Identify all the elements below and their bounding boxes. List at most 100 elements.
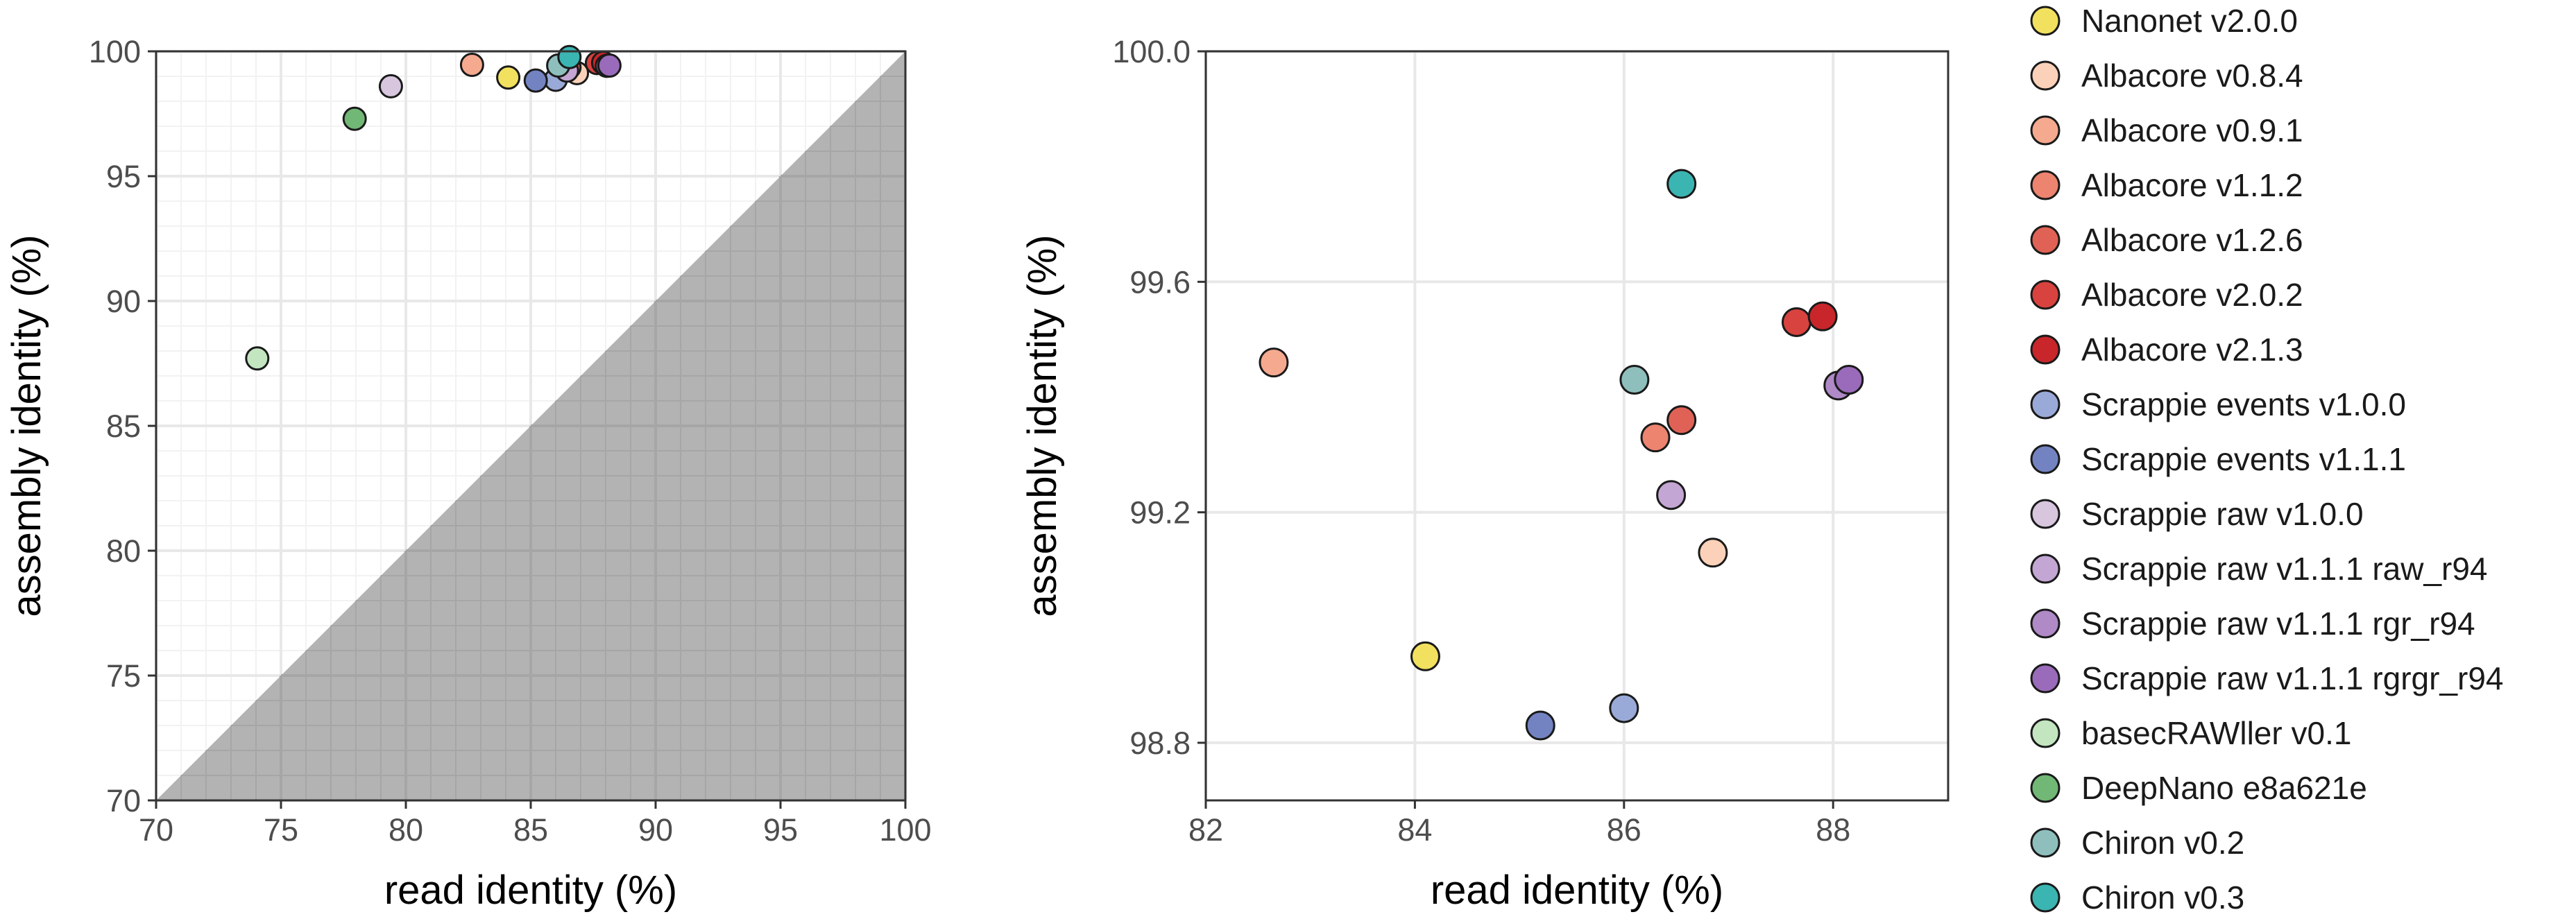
x-tick-label: 90 [638, 812, 673, 848]
point-albacore-v1-2-6 [1666, 405, 1697, 436]
legend-item: Albacore v2.1.3 [2030, 332, 2303, 368]
legend-label: Scrappie raw v1.1.1 rgr_r94 [2081, 605, 2475, 642]
legend-item: basecRAWller v0.1 [2030, 715, 2351, 751]
legend-label: Scrappie raw v1.1.1 rgrgr_r94 [2081, 660, 2504, 696]
legend-marker [2030, 170, 2061, 200]
grid-2 [1204, 50, 1948, 800]
legend-label: Scrappie events v1.1.1 [2081, 441, 2406, 477]
legend-label: Albacore v2.0.2 [2081, 277, 2303, 313]
y-tick-label: 75 [106, 658, 141, 694]
legend-item: Scrappie raw v1.1.1 rgrgr_r94 [2030, 660, 2504, 696]
y-tick-label: 100.0 [1112, 34, 1191, 69]
legend-item: Chiron v0.2 [2030, 825, 2244, 861]
x-tick-label: 80 [389, 812, 423, 848]
point-scrappie-raw-v1-1-1-raw-r94 [1656, 480, 1687, 510]
points-panel-1 [245, 44, 622, 371]
point-albacore-v0-8-4 [1698, 538, 1728, 568]
legend-item: Scrappie raw v1.1.1 rgr_r94 [2030, 605, 2475, 642]
point-albacore-v2-0-2 [1781, 307, 1811, 337]
legend-item: Scrappie events v1.1.1 [2030, 441, 2406, 477]
legend-label: Nanonet v2.0.0 [2081, 3, 2298, 39]
point-scrappie-raw-v1-1-1-rgrgr-r94 [597, 53, 622, 78]
legend: Nanonet v2.0.0 Albacore v0.8.4 Albacore v0… [2030, 3, 2504, 916]
point-scrappie-events-v1-1-1 [523, 68, 548, 93]
x-ticks-1: 70 75 80 85 90 95 100 [139, 800, 932, 848]
legend-label: Chiron v0.3 [2081, 879, 2244, 916]
plot-border-2 [1204, 50, 1950, 802]
point-scrappie-events-v1-1-1 [1525, 710, 1555, 741]
y-axis-title-2: assembly identity (%) [1020, 234, 1065, 617]
y-tick-label: 100 [89, 34, 141, 69]
legend-item: Scrappie raw v1.1.1 raw_r94 [2030, 551, 2488, 587]
point-nanonet-v2-0-0 [496, 65, 521, 90]
legend-item: Albacore v0.9.1 [2030, 112, 2303, 148]
legend-label: Albacore v0.9.1 [2081, 112, 2303, 148]
y-tick-label: 95 [106, 159, 141, 194]
legend-item: Albacore v0.8.4 [2030, 58, 2303, 94]
point-scrappie-events-v1-0-0 [1609, 693, 1639, 723]
x-tick-label: 75 [264, 812, 298, 848]
legend-item: Scrappie raw v1.0.0 [2030, 496, 2364, 532]
legend-label: Chiron v0.2 [2081, 825, 2244, 861]
y-axis-title-1: assembly identity (%) [4, 234, 49, 617]
shaded-grid [180, 76, 905, 800]
legend-marker [2030, 225, 2061, 255]
plot-background-2 [1206, 51, 1948, 800]
point-basecrawller-v0-1 [245, 346, 270, 371]
y-tick-label: 99.2 [1129, 495, 1191, 531]
legend-label: Albacore v2.1.3 [2081, 332, 2303, 368]
legend-item: Albacore v1.1.2 [2030, 167, 2303, 203]
x-axis-title-2: read identity (%) [1431, 868, 1723, 913]
y-tick-label: 98.8 [1129, 725, 1191, 761]
legend-label: Scrappie events v1.0.0 [2081, 386, 2406, 422]
y-tick-label: 85 [106, 409, 141, 444]
legend-item: Nanonet v2.0.0 [2030, 3, 2298, 39]
x-tick-label: 84 [1397, 812, 1432, 848]
legend-marker [2030, 827, 2061, 858]
legend-marker [2030, 663, 2061, 694]
x-ticks-2: 82 84 86 88 [1188, 800, 1850, 848]
legend-label: DeepNano e8a621e [2081, 770, 2367, 806]
legend-marker [2030, 553, 2061, 584]
x-axis-title-1: read identity (%) [384, 868, 677, 913]
legend-marker [2030, 444, 2061, 474]
x-tick-label: 85 [513, 812, 548, 848]
point-albacore-v0-9-1 [459, 52, 484, 77]
point-deepnano-e8a621e [342, 106, 367, 131]
point-albacore-v2-1-3 [1807, 301, 1838, 332]
legend-marker [2030, 334, 2061, 365]
legend-marker [2030, 280, 2061, 310]
legend-marker [2030, 718, 2061, 748]
legend-label: Scrappie raw v1.0.0 [2081, 496, 2364, 532]
y-ticks-1: 70 75 80 85 90 95 100 [89, 34, 156, 818]
x-tick-label: 100 [879, 812, 931, 848]
point-chiron-v0-3 [557, 44, 582, 69]
x-tick-label: 86 [1607, 812, 1641, 848]
point-albacore-v1-1-2 [1640, 422, 1671, 453]
legend-item: DeepNano e8a621e [2030, 770, 2367, 806]
x-tick-label: 82 [1188, 812, 1223, 848]
legend-label: Albacore v1.1.2 [2081, 167, 2303, 203]
legend-label: basecRAWller v0.1 [2081, 715, 2351, 751]
legend-item: Albacore v1.2.6 [2030, 222, 2303, 258]
chart-panel-1: 70 75 80 85 90 95 100 70 75 80 85 90 95 100 read ide… [4, 34, 932, 913]
legend-marker [2030, 608, 2061, 639]
legend-marker [2030, 882, 2061, 913]
legend-item: Chiron v0.3 [2030, 879, 2244, 916]
legend-marker [2030, 115, 2061, 146]
chart-panel-2: 82 84 86 88 98.8 99.2 99.6 100.0 read identity… [1020, 34, 1950, 913]
x-tick-label: 70 [139, 812, 173, 848]
legend-marker [2030, 499, 2061, 529]
point-chiron-v0-2 [1619, 365, 1650, 395]
y-tick-label: 80 [106, 533, 141, 569]
legend-label: Albacore v0.8.4 [2081, 58, 2303, 94]
legend-marker [2030, 389, 2061, 420]
y-ticks-2: 98.8 99.2 99.6 100.0 [1112, 34, 1206, 761]
point-scrappie-raw-v1-0-0 [378, 74, 403, 98]
y-tick-label: 99.6 [1129, 264, 1191, 300]
legend-marker [2030, 6, 2061, 36]
legend-label: Albacore v1.2.6 [2081, 222, 2303, 258]
legend-item: Albacore v2.0.2 [2030, 277, 2303, 313]
x-tick-label: 95 [763, 812, 798, 848]
